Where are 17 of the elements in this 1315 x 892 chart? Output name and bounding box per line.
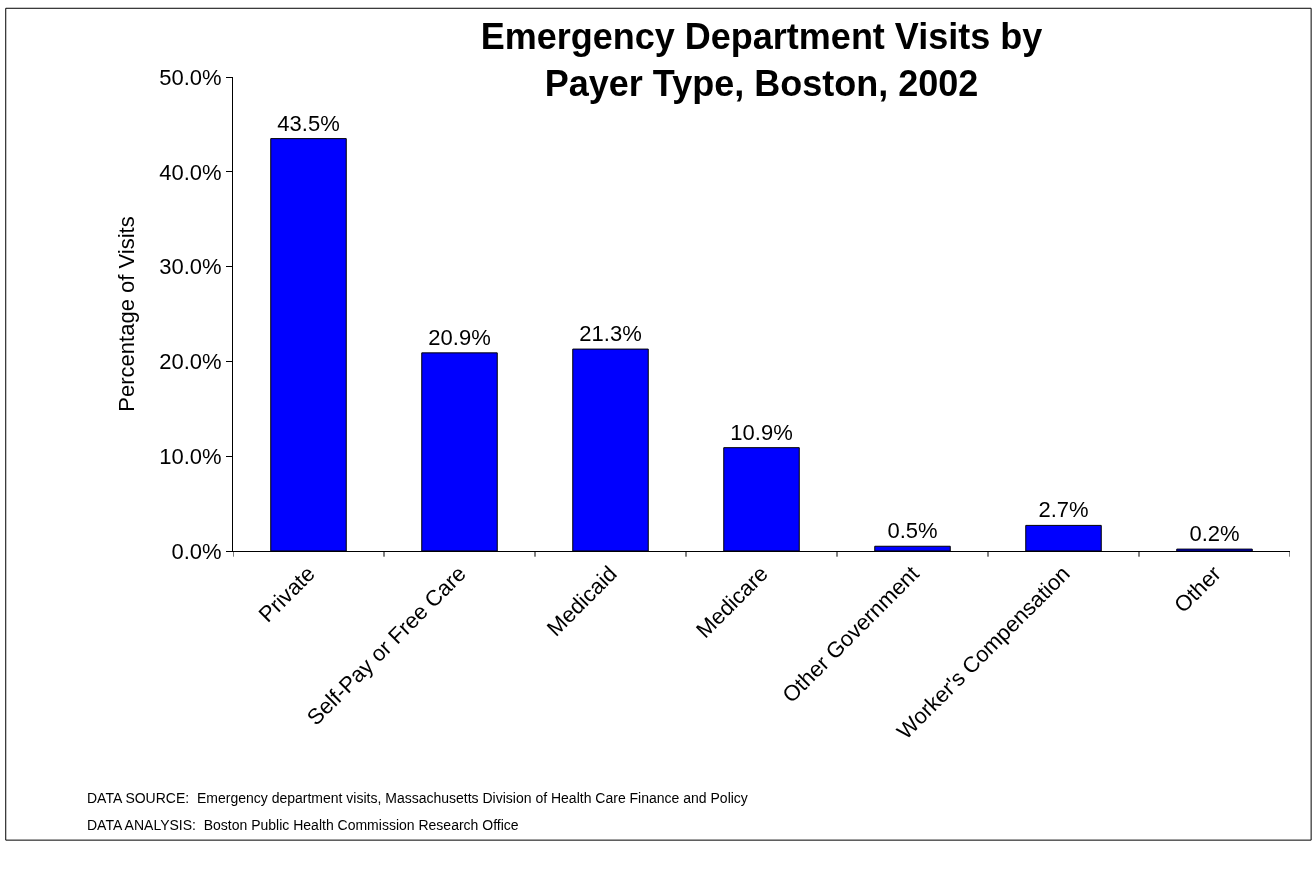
y-tick-label: 10.0% [159, 443, 222, 469]
data-label: 0.2% [1189, 521, 1240, 547]
data-label: 20.9% [428, 324, 491, 350]
data-label: 43.5% [277, 110, 340, 136]
chart-title: Emergency Department Visits by Payer Type, Boston, 2002 [480, 16, 1043, 104]
y-tick-label: 0.0% [171, 538, 222, 564]
data-label: 2.7% [1038, 497, 1089, 523]
y-axis-title: Percentage of Visits [114, 216, 140, 412]
y-tick-label: 30.0% [159, 254, 222, 280]
data-label: 10.9% [730, 419, 793, 445]
text: DATA ANALYSIS: Boston Public Health Commission Research Office [87, 817, 519, 833]
data-label: 0.5% [887, 518, 938, 544]
y-tick-label: 50.0% [159, 64, 222, 90]
source-note: DATA SOURCE: Emergency department visits, Massachusetts Division of Health Care Finance and Policy [87, 790, 748, 806]
data-label: 21.3% [579, 321, 642, 347]
y-tick-label: 40.0% [159, 159, 222, 185]
y-tick-label: 20.0% [159, 349, 222, 375]
